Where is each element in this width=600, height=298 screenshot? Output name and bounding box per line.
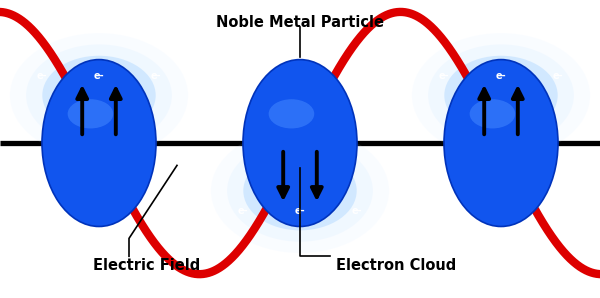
Ellipse shape xyxy=(444,56,558,135)
Text: e-: e- xyxy=(94,71,104,80)
Ellipse shape xyxy=(256,160,344,222)
Ellipse shape xyxy=(444,60,558,226)
Ellipse shape xyxy=(211,128,389,253)
Ellipse shape xyxy=(244,151,357,230)
Ellipse shape xyxy=(266,167,334,215)
Text: e-: e- xyxy=(553,71,563,80)
Ellipse shape xyxy=(42,56,156,135)
Text: e-: e- xyxy=(37,71,47,80)
Ellipse shape xyxy=(467,71,535,119)
Text: e-: e- xyxy=(352,206,362,215)
Text: e-: e- xyxy=(151,71,161,80)
Text: e-: e- xyxy=(238,206,248,215)
Text: Noble Metal Particle: Noble Metal Particle xyxy=(216,15,384,30)
Text: Electric Field: Electric Field xyxy=(93,258,200,273)
Ellipse shape xyxy=(42,60,156,226)
Ellipse shape xyxy=(55,64,143,126)
Text: e-: e- xyxy=(496,71,506,80)
Ellipse shape xyxy=(428,44,574,146)
Ellipse shape xyxy=(457,64,545,126)
Text: e-: e- xyxy=(295,206,305,215)
Ellipse shape xyxy=(68,99,113,128)
Ellipse shape xyxy=(65,71,133,119)
Ellipse shape xyxy=(26,44,172,146)
Ellipse shape xyxy=(10,33,188,158)
Text: Electron Cloud: Electron Cloud xyxy=(336,258,456,273)
Text: e-: e- xyxy=(439,71,449,80)
Ellipse shape xyxy=(470,99,515,128)
Ellipse shape xyxy=(243,60,357,226)
Ellipse shape xyxy=(269,99,314,128)
Ellipse shape xyxy=(412,33,590,158)
Ellipse shape xyxy=(227,140,373,242)
